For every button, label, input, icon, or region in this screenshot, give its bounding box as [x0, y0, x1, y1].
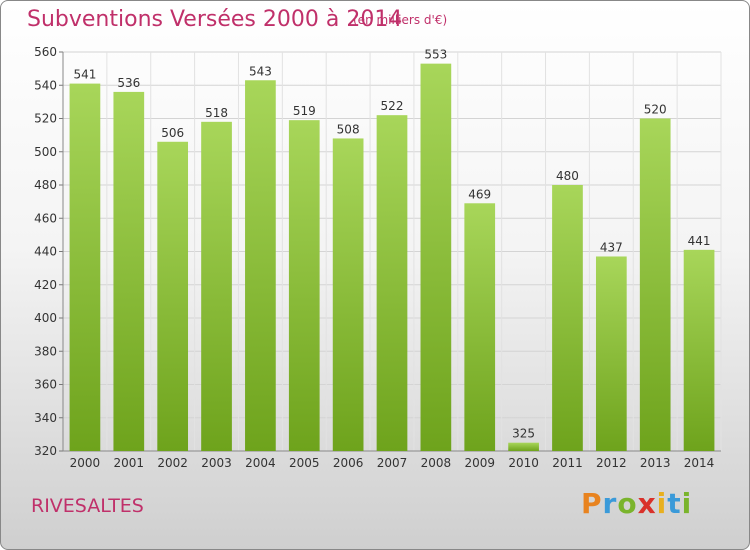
logo-letter: o	[617, 487, 638, 520]
bar-2000	[69, 83, 101, 452]
y-tick-label: 560	[34, 45, 57, 59]
x-tick-label: 2013	[640, 456, 671, 470]
bar-2008	[420, 63, 452, 451]
bar-2004	[245, 80, 276, 451]
logo-letter: r	[602, 487, 618, 520]
logo-letter: x	[637, 487, 657, 520]
x-tick-label: 2005	[289, 456, 320, 470]
y-tick-label: 500	[34, 145, 57, 159]
y-tick-label: 480	[34, 178, 57, 192]
x-tick-label: 2002	[157, 456, 188, 470]
bar-2012	[595, 256, 627, 451]
x-tick-label: 2014	[684, 456, 715, 470]
data-label: 469	[468, 187, 491, 201]
y-tick-label: 380	[34, 344, 57, 358]
bar-2009	[464, 203, 496, 451]
data-label: 522	[381, 99, 404, 113]
y-tick-label: 420	[34, 278, 57, 292]
logo-letter: i	[656, 487, 668, 520]
chart-subtitle: (en milliers d'€)	[353, 13, 448, 27]
data-label: 506	[161, 126, 184, 140]
y-tick-label: 340	[34, 411, 57, 425]
bar-2001	[113, 91, 145, 452]
x-tick-label: 2006	[333, 456, 364, 470]
bar-2005	[288, 120, 320, 451]
y-tick-label: 460	[34, 211, 57, 225]
x-tick-label: 2011	[552, 456, 583, 470]
x-tick-label: 2000	[70, 456, 101, 470]
data-label: 480	[556, 169, 579, 183]
bar-2002	[157, 141, 189, 451]
x-tick-label: 2003	[201, 456, 232, 470]
x-tick-label: 2010	[508, 456, 539, 470]
x-tick-label: 2001	[114, 456, 145, 470]
bar-2006	[332, 138, 364, 451]
bar-2010	[508, 442, 539, 451]
data-label: 519	[293, 104, 316, 118]
data-label: 541	[73, 68, 96, 82]
data-label: 520	[644, 103, 667, 117]
data-label: 325	[512, 427, 535, 441]
data-label: 508	[337, 122, 360, 136]
logo-letter: P	[581, 487, 603, 520]
y-tick-label: 540	[34, 78, 57, 92]
proxiti-logo: Proxiti	[581, 487, 692, 520]
city-name: RIVESALTES	[31, 495, 144, 517]
y-tick-label: 360	[34, 378, 57, 392]
x-tick-label: 2004	[245, 456, 276, 470]
bar-2014	[683, 249, 715, 451]
data-label: 437	[600, 240, 623, 254]
data-label: 553	[424, 48, 447, 62]
y-tick-label: 400	[34, 311, 57, 325]
bar-2011	[552, 185, 583, 451]
x-tick-label: 2012	[596, 456, 627, 470]
chart-title: Subventions Versées 2000 à 2014	[27, 7, 403, 32]
bar-2013	[639, 118, 671, 451]
data-label: 518	[205, 106, 228, 120]
x-tick-label: 2007	[377, 456, 408, 470]
logo-letter: i	[681, 487, 693, 520]
x-tick-label: 2009	[464, 456, 495, 470]
y-tick-label: 320	[34, 444, 57, 458]
bar-2007	[376, 115, 408, 452]
y-tick-label: 520	[34, 112, 57, 126]
bar-2003	[201, 121, 232, 451]
y-tick-label: 440	[34, 245, 57, 259]
logo-letter: t	[667, 487, 682, 520]
data-label: 543	[249, 64, 272, 78]
data-label: 536	[117, 76, 140, 90]
x-tick-label: 2008	[421, 456, 452, 470]
data-label: 441	[688, 234, 711, 248]
